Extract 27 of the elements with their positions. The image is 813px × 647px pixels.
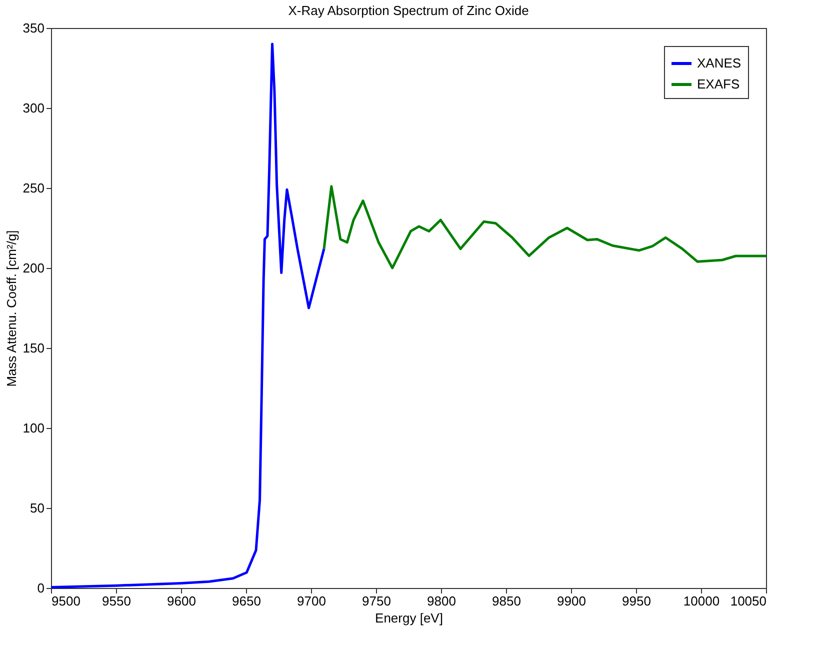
x-tick-label: 9850 <box>492 594 521 608</box>
x-tick-label: 9600 <box>167 594 196 608</box>
y-tick-label: 100 <box>22 420 44 436</box>
x-tick-label: 9700 <box>297 594 326 608</box>
legend-label: EXAFS <box>697 76 740 92</box>
y-tick-label: 50 <box>30 500 44 516</box>
y-tick-label: 350 <box>22 20 44 36</box>
legend-label: XANES <box>697 56 742 70</box>
x-tick-label: 9750 <box>362 594 391 608</box>
y-axis-title: Mass Attenu. Coeff. [cm²/g] <box>4 230 19 387</box>
x-tick-label: 9800 <box>427 594 456 608</box>
x-tick-label: 9500 <box>52 594 80 608</box>
y-tick-label: 250 <box>22 180 44 196</box>
y-tick-label: 300 <box>22 100 44 116</box>
y-tick-label: 0 <box>37 580 44 596</box>
line-series <box>322 185 768 270</box>
x-tick-label: 9550 <box>102 594 131 608</box>
y-tick-label: 200 <box>22 260 44 276</box>
x-tick-label: 10000 <box>683 594 720 608</box>
line-series <box>50 42 326 588</box>
x-axis-title: Energy [eV] <box>375 610 443 626</box>
x-tick-label: 10050 <box>730 594 766 608</box>
x-tick-label: 9650 <box>232 594 261 608</box>
x-tick-label: 9900 <box>557 594 586 608</box>
x-tick-label: 9950 <box>622 594 651 608</box>
y-tick-label: 150 <box>22 340 44 356</box>
chart-title: X-Ray Absorption Spectrum of Zinc Oxide <box>288 3 529 18</box>
